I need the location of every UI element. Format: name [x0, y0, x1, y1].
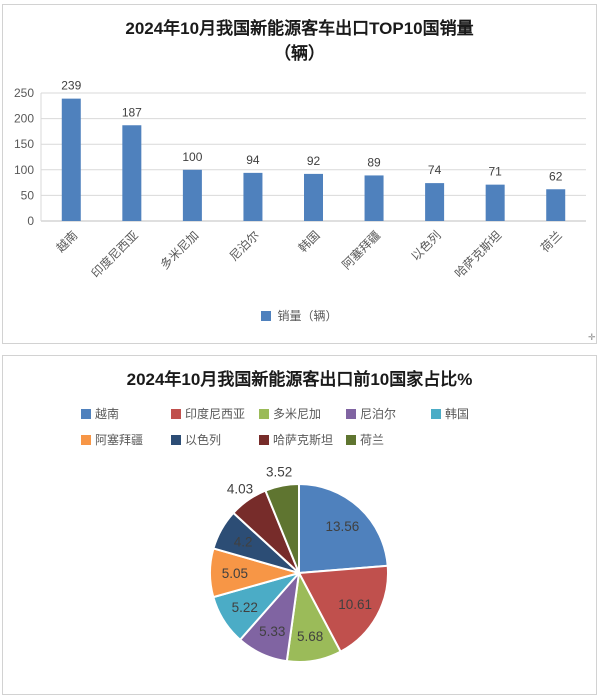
- bar-value-label: 89: [367, 155, 381, 169]
- x-axis-category-label: 荷兰: [538, 228, 565, 255]
- legend-swatch: [259, 434, 269, 445]
- legend-item-多米尼加: 多米尼加: [259, 405, 346, 422]
- y-axis-tick-label: 50: [21, 188, 35, 202]
- bar-value-label: 71: [488, 165, 502, 179]
- pie-value-label-多米尼加: 5.68: [297, 629, 323, 644]
- pie-chart-title: 2024年10月我国新能源客出口前10国家占比%: [3, 367, 596, 392]
- legend-swatch: [346, 434, 356, 445]
- legend-swatch: [81, 434, 91, 445]
- x-axis-category-label: 印度尼西亚: [88, 228, 141, 281]
- pie-chart-panel: 2024年10月我国新能源客出口前10国家占比% 越南 印度尼西亚 多米尼加 尼泊尔 韩…: [2, 355, 597, 695]
- bar-value-label: 62: [549, 169, 563, 183]
- bar-value-label: 239: [61, 79, 81, 93]
- bar-荷兰: [546, 189, 566, 221]
- pie-value-label-阿塞拜疆: 5.05: [222, 566, 248, 581]
- legend-label: 荷兰: [360, 433, 385, 447]
- legend-swatch: [259, 408, 269, 419]
- y-axis-tick-label: 100: [14, 163, 34, 177]
- bar-chart-title-line1: 2024年10月我国新能源客车出口TOP10国销量: [125, 19, 474, 38]
- legend-label: 韩国: [445, 407, 470, 421]
- bar-chart-plot: 0 50 100 150 200 250 239 越南 187 印度尼西亚 100 多米尼加 94 尼泊尔…: [14, 79, 586, 281]
- bar-尼泊尔: [243, 172, 263, 221]
- legend-item-哈萨克斯坦: 哈萨克斯坦: [259, 431, 346, 448]
- legend-item-印度尼西亚: 印度尼西亚: [171, 405, 259, 422]
- legend-item-尼泊尔: 尼泊尔: [346, 405, 431, 422]
- y-axis-tick-label: 250: [14, 86, 34, 100]
- bar-chart-legend: 销量（辆）: [3, 307, 596, 324]
- legend-label: 销量（辆）: [277, 309, 338, 323]
- legend-label: 以色列: [185, 433, 222, 447]
- x-axis-category-label: 阿塞拜疆: [339, 228, 384, 273]
- x-axis-category-label: 尼泊尔: [226, 228, 262, 264]
- legend-item-阿塞拜疆: 阿塞拜疆: [81, 431, 171, 448]
- bar-越南: [61, 98, 81, 221]
- pie-value-label-越南: 13.56: [326, 519, 360, 534]
- legend-label: 尼泊尔: [360, 407, 397, 421]
- pie-slice-印度尼西亚: [298, 564, 390, 653]
- legend-label: 哈萨克斯坦: [273, 433, 334, 447]
- legend-swatch: [261, 310, 272, 321]
- bar-chart-title: 2024年10月我国新能源客车出口TOP10国销量 （辆）: [3, 16, 596, 66]
- legend-label: 越南: [95, 407, 120, 421]
- legend-item-荷兰: 荷兰: [346, 431, 431, 448]
- legend-label: 印度尼西亚: [185, 407, 246, 421]
- legend-item-越南: 越南: [81, 405, 171, 422]
- pie-value-label-哈萨克斯坦: 4.03: [227, 481, 253, 496]
- bar-韩国: [304, 173, 323, 221]
- x-axis-category-label: 多米尼加: [158, 228, 202, 272]
- legend-item-韩国: 韩国: [431, 405, 511, 422]
- x-axis-category-label: 哈萨克斯坦: [452, 228, 504, 280]
- bar-value-label: 94: [246, 153, 260, 167]
- pie-value-label-以色列: 4.2: [234, 535, 253, 550]
- legend-swatch: [431, 408, 441, 419]
- bar-value-label: 74: [428, 163, 442, 177]
- bar-多米尼加: [182, 169, 202, 221]
- bar-value-label: 187: [122, 105, 142, 119]
- legend-swatch: [346, 408, 356, 419]
- bar-阿塞拜疆: [364, 175, 384, 221]
- x-axis-category-label: 越南: [53, 228, 81, 256]
- pie-chart-plot: 13.56 10.61 5.68 5.335.22 5.05 4.2 4.03 3.52: [209, 465, 390, 663]
- legend-swatch: [171, 434, 181, 445]
- pie-value-label-韩国: 5.22: [232, 600, 258, 615]
- y-axis-tick-label: 150: [14, 137, 34, 151]
- bar-value-label: 92: [307, 154, 321, 168]
- legend-label: 阿塞拜疆: [95, 433, 144, 447]
- pie-value-label-荷兰: 3.52: [266, 465, 292, 480]
- legend-swatch: [81, 408, 91, 419]
- bar-哈萨克斯坦: [485, 184, 505, 221]
- resize-handle-icon: ✛: [588, 332, 596, 342]
- pie-value-label-印度尼西亚: 10.61: [338, 597, 372, 612]
- bar-value-label: 100: [182, 150, 202, 164]
- pie-chart-legend: 越南 印度尼西亚 多米尼加 尼泊尔 韩国阿塞拜疆 以色列 哈萨克斯坦 荷兰: [81, 405, 511, 448]
- x-axis-category-label: 以色列: [408, 228, 443, 263]
- bar-chart-title-line2: （辆）: [274, 44, 325, 63]
- y-axis-tick-label: 0: [27, 214, 34, 228]
- legend-item-以色列: 以色列: [171, 431, 259, 448]
- bar-印度尼西亚: [122, 125, 142, 221]
- pie-slice-越南: [298, 483, 389, 574]
- bar-chart-panel: 2024年10月我国新能源客车出口TOP10国销量 （辆） 0 50 100 150 2…: [2, 4, 597, 344]
- y-axis-tick-label: 200: [14, 112, 34, 126]
- pie-slice-荷兰: [264, 483, 300, 574]
- legend-label: 多米尼加: [273, 407, 322, 421]
- pie-value-label-尼泊尔: 5.33: [259, 624, 285, 639]
- bar-以色列: [425, 183, 445, 221]
- legend-swatch: [171, 408, 181, 419]
- x-axis-category-label: 韩国: [295, 228, 323, 256]
- pie-chart-title-line1: 2024年10月我国新能源客出口前10国家占比%: [126, 370, 473, 389]
